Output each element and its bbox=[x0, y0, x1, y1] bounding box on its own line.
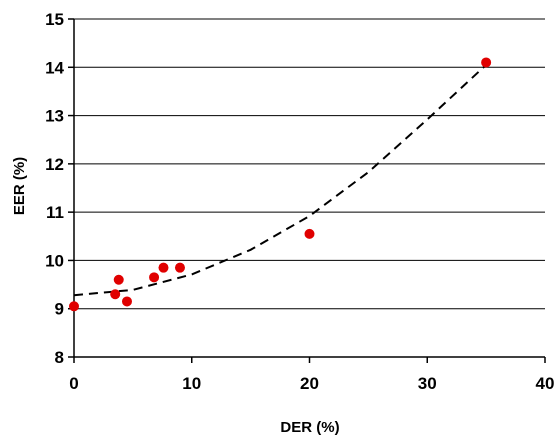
x-tick-label-10: 10 bbox=[182, 374, 201, 393]
x-tick-label-40: 40 bbox=[536, 374, 555, 393]
x-axis-label: DER (%) bbox=[280, 419, 339, 436]
data-point-8 bbox=[304, 228, 315, 239]
data-point-7 bbox=[174, 262, 185, 273]
data-point-2 bbox=[110, 289, 121, 300]
grid-lines bbox=[74, 18, 545, 310]
y-tick-label-13: 13 bbox=[45, 107, 64, 126]
trendline-group bbox=[73, 64, 487, 297]
y-tick-label-10: 10 bbox=[45, 251, 64, 270]
x-tick-labels: 0 10 20 30 40 bbox=[69, 374, 554, 393]
data-point-3 bbox=[113, 274, 124, 285]
y-tick-label-8: 8 bbox=[55, 348, 64, 367]
data-point-5 bbox=[149, 272, 160, 283]
y-tick-labels: 8 9 10 11 12 13 14 15 bbox=[45, 10, 64, 367]
y-tick-label-11: 11 bbox=[46, 203, 64, 222]
y-tick-label-14: 14 bbox=[45, 58, 64, 77]
data-points bbox=[69, 57, 492, 312]
data-point-4 bbox=[121, 296, 132, 307]
y-tick-label-12: 12 bbox=[45, 155, 64, 174]
y-axis-label: EER (%) bbox=[11, 157, 28, 215]
x-tick-label-30: 30 bbox=[418, 374, 437, 393]
x-tick-label-0: 0 bbox=[69, 374, 78, 393]
axes bbox=[68, 18, 546, 363]
x-tick-label-20: 20 bbox=[300, 374, 319, 393]
data-point-6 bbox=[158, 262, 169, 273]
y-tick-label-9: 9 bbox=[55, 300, 64, 319]
data-point-1 bbox=[69, 301, 79, 312]
trendline bbox=[73, 64, 487, 297]
y-tick-label-15: 15 bbox=[45, 10, 64, 29]
data-point-9 bbox=[481, 57, 492, 68]
